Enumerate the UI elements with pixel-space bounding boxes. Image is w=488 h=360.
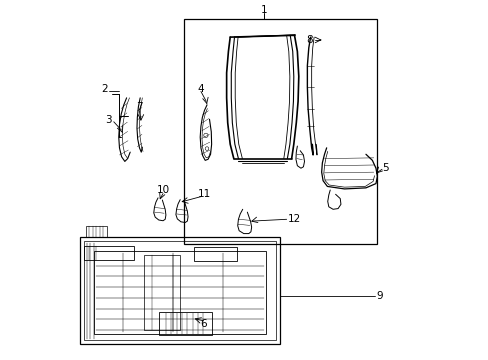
Bar [84, 246, 134, 260]
Bar [84, 242, 275, 340]
Text: 4: 4 [197, 84, 204, 94]
Bar [144, 255, 180, 330]
Text: 3: 3 [105, 115, 112, 125]
Text: 11: 11 [198, 189, 211, 199]
Text: 10: 10 [156, 185, 169, 195]
Bar [159, 312, 212, 336]
Text: 8: 8 [305, 35, 312, 45]
Text: 1: 1 [260, 5, 267, 15]
Bar [80, 237, 280, 344]
Text: 6: 6 [200, 319, 206, 329]
Text: 5: 5 [382, 163, 388, 173]
Text: 9: 9 [375, 291, 382, 301]
Bar [94, 251, 265, 334]
Text: 7: 7 [136, 102, 142, 112]
Text: 2: 2 [101, 84, 107, 94]
Bar [194, 247, 237, 261]
Bar [85, 226, 107, 237]
Bar [183, 19, 376, 244]
Text: 12: 12 [287, 214, 301, 224]
